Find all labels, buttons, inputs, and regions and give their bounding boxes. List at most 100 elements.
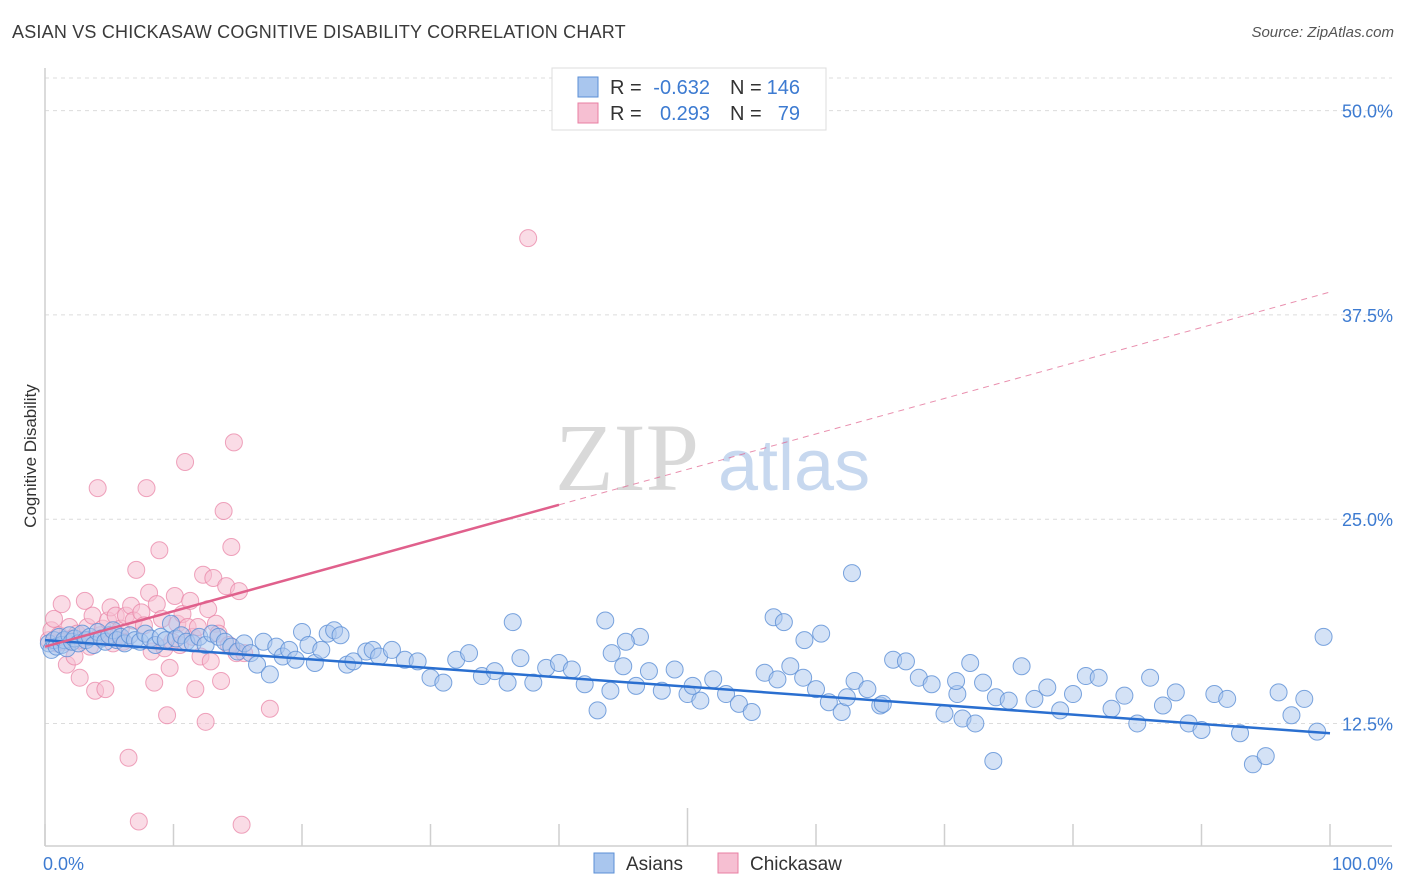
chickasaw-point-67 [212, 671, 231, 690]
asian-point-85 [639, 662, 658, 681]
asian-point-135 [1282, 706, 1301, 725]
y-tick-labels: 12.5% 25.0% 37.5% 50.0% [1342, 102, 1393, 735]
chickasaw-point-34 [127, 560, 146, 579]
asian-point-98 [807, 680, 825, 699]
asian-point-108 [935, 704, 954, 723]
chart-title: ASIAN VS CHICKASAW COGNITIVE DISABILITY … [12, 22, 626, 42]
legend-asian-r-label: R = [610, 77, 642, 99]
bottom-legend: Asians Chickasaw [593, 852, 842, 875]
asian-point-138 [1314, 627, 1333, 646]
x-tick-label-0: 0.0% [43, 854, 84, 874]
asian-point-147 [984, 752, 1003, 771]
chickasaw-point-14 [75, 591, 94, 610]
asian-point-141 [602, 644, 621, 663]
y-tick-label-0: 12.5% [1342, 714, 1393, 734]
chickasaw-point-71 [222, 537, 241, 556]
asian-point-144 [812, 624, 831, 643]
asian-point-125 [1153, 696, 1172, 715]
bottom-legend-chickasaw-swatch [717, 852, 739, 874]
asian-point-105 [896, 652, 915, 671]
legend-chickasaw-r-label: R = [610, 103, 642, 125]
asian-point-114 [1012, 657, 1031, 676]
asian-point-117 [1051, 701, 1070, 720]
asian-point-76 [524, 673, 543, 692]
asian-point-101 [845, 671, 864, 690]
chickasaw-point-77 [519, 229, 538, 248]
x-tick-labels: 0.0% 100.0% [43, 854, 1393, 874]
chickasaw-point-64 [204, 569, 223, 588]
asian-point-74 [498, 673, 517, 692]
asian-point-102 [858, 680, 877, 699]
chickasaw-point-72 [224, 433, 243, 452]
legend-chickasaw-swatch [577, 102, 599, 124]
chickasaw-point-75 [232, 815, 251, 834]
asian-point-81 [588, 701, 607, 720]
chickasaw-trend-extension [558, 291, 1331, 506]
asian-point-96 [781, 657, 800, 676]
asian-point-83 [614, 657, 633, 676]
bottom-legend-asian-label: Asians [626, 854, 683, 875]
chickasaw-point-5 [52, 595, 71, 614]
asian-point-115 [1025, 689, 1044, 708]
asian-point-149 [966, 714, 985, 733]
chickasaw-point-61 [196, 712, 215, 731]
x-tick-label-1: 100.0% [1332, 854, 1393, 874]
y-axis-title: Cognitive Disability [21, 384, 40, 528]
asian-point-89 [691, 691, 710, 710]
chickasaw-point-12 [70, 668, 89, 687]
y-tick-label-1: 25.0% [1342, 510, 1393, 530]
bottom-legend-chickasaw-label: Chickasaw [750, 854, 842, 875]
asian-point-110 [961, 653, 980, 672]
asian-point-131 [1231, 724, 1250, 743]
chickasaw-trend-line [44, 503, 560, 648]
asian-point-116 [1038, 678, 1057, 697]
asian-trend-line [44, 638, 1331, 735]
chickasaw-point-31 [119, 748, 138, 767]
asian-point-113 [999, 691, 1018, 710]
trend-lines [44, 291, 1331, 735]
asian-point-95 [768, 670, 787, 689]
chickasaw-point-2 [44, 609, 63, 628]
asian-point-130 [1218, 689, 1237, 708]
chickasaw-point-22 [96, 680, 115, 699]
asian-point-107 [922, 675, 941, 694]
legend-chickasaw-n-label: N = [730, 103, 762, 125]
asian-point-82 [601, 681, 620, 700]
chickasaw-point-53 [176, 453, 195, 471]
chickasaw-point-78 [260, 699, 279, 718]
asian-point-152 [947, 671, 966, 690]
asian-point-93 [742, 703, 761, 722]
asian-point-139 [503, 613, 522, 632]
asian-point-75 [511, 649, 530, 668]
legend: R = -0.632 N = 146 R = 0.293 N = 79 [551, 67, 827, 131]
chickasaw-point-68 [214, 502, 233, 521]
asian-point-71 [460, 644, 479, 663]
asian-point-111 [974, 673, 993, 692]
axes [44, 68, 1392, 847]
asian-point-84 [627, 676, 646, 695]
asian-point-118 [1064, 685, 1082, 704]
y-tick-label-3: 50.0% [1342, 102, 1393, 122]
asian-point-123 [1128, 714, 1147, 733]
legend-chickasaw-r-value: 0.293 [660, 103, 710, 125]
legend-chickasaw-n-value: 79 [778, 103, 800, 125]
watermark-zip: ZIP [555, 404, 699, 511]
asian-point-136 [1295, 689, 1314, 708]
asian-point-87 [665, 660, 684, 679]
chickasaw-point-47 [160, 658, 179, 677]
asian-point-48 [260, 665, 279, 684]
chickasaw-point-57 [186, 680, 205, 699]
watermark-atlas: atlas [718, 426, 870, 506]
asian-point-154 [616, 632, 635, 651]
asian-point-122 [1115, 686, 1134, 705]
bottom-legend-asian-swatch [593, 852, 615, 874]
asian-point-146 [873, 694, 892, 713]
asian-point-86 [652, 681, 671, 700]
legend-asian-swatch [577, 76, 599, 98]
asian-point-92 [729, 694, 748, 713]
watermark: ZIP atlas [555, 404, 870, 511]
grid-lines [45, 77, 1392, 724]
asian-point-65 [382, 640, 401, 659]
y-tick-label-2: 37.5% [1342, 306, 1393, 326]
